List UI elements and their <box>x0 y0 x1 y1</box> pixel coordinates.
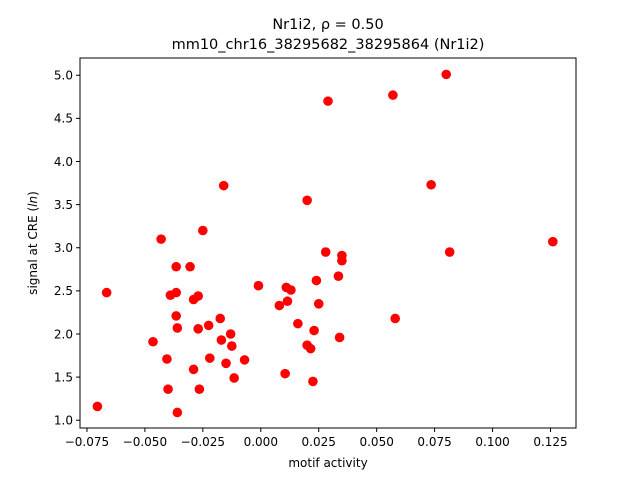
data-point <box>188 364 199 375</box>
data-point <box>221 358 231 369</box>
x-tick-label: 0.125 <box>533 435 567 449</box>
data-point <box>282 296 293 307</box>
data-point <box>215 313 226 324</box>
data-point <box>320 247 331 257</box>
data-point <box>313 299 324 309</box>
data-point <box>305 343 316 354</box>
x-tick-label: 0.000 <box>244 435 278 449</box>
chart-title-line-2: mm10_chr16_38295682_38295864 (Nr1i2) <box>172 37 485 53</box>
x-tick-label: −0.050 <box>123 435 167 449</box>
data-point <box>229 373 239 383</box>
data-point <box>323 96 333 106</box>
data-point <box>333 271 344 282</box>
data-point <box>171 287 181 298</box>
data-points <box>92 69 558 418</box>
data-point <box>156 234 166 244</box>
data-point <box>218 180 229 191</box>
y-axis-label: signal at CRE (ln) <box>26 191 40 295</box>
data-point <box>172 407 183 418</box>
data-point <box>309 325 319 336</box>
y-tick-label: 3.0 <box>54 241 73 255</box>
y-axis-ticks: 1.0 1.5 2.0 2.5 3.0 3.5 4.0 4.5 5.0 <box>54 69 80 428</box>
data-point <box>216 335 227 345</box>
data-point <box>280 368 290 379</box>
data-point <box>227 341 237 351</box>
y-tick-label: 5.0 <box>54 69 73 83</box>
x-tick-label: 0.025 <box>302 435 336 449</box>
data-point <box>308 376 318 387</box>
data-point <box>225 329 236 339</box>
data-point <box>253 280 264 291</box>
data-point <box>548 236 558 247</box>
data-point <box>171 261 181 272</box>
data-point <box>148 336 158 347</box>
y-tick-label: 1.5 <box>54 370 73 384</box>
data-point <box>426 179 436 190</box>
data-point <box>388 90 398 100</box>
y-tick-label: 2.5 <box>54 284 73 298</box>
plot-frame <box>79 57 577 429</box>
data-point <box>293 318 303 329</box>
data-point <box>163 384 173 394</box>
y-tick-label: 4.5 <box>54 112 73 126</box>
data-point <box>334 332 345 343</box>
data-point <box>101 287 112 298</box>
y-tick-label: 2.0 <box>54 327 73 341</box>
data-point <box>239 355 250 365</box>
data-point <box>311 275 322 286</box>
y-tick-label: 4.0 <box>54 155 73 169</box>
y-tick-label: 3.5 <box>54 198 73 212</box>
data-point <box>198 225 208 236</box>
x-tick-label: 0.075 <box>417 435 451 449</box>
data-point <box>441 69 452 80</box>
x-tick-label: −0.075 <box>65 435 109 449</box>
data-point <box>171 311 181 321</box>
data-point <box>193 291 204 301</box>
data-point <box>274 300 285 311</box>
x-tick-label: 0.100 <box>475 435 509 449</box>
data-point <box>92 401 103 412</box>
data-point <box>185 261 195 272</box>
data-point <box>162 354 172 364</box>
data-point <box>204 353 215 363</box>
data-point <box>390 313 401 324</box>
data-point <box>194 384 205 394</box>
x-axis-label: motif activity <box>288 456 367 470</box>
y-tick-label: 1.0 <box>54 414 73 428</box>
x-axis-ticks: −0.075 −0.050 −0.025 0.000 0.025 0.050 0.075 0.… <box>65 428 568 449</box>
chart-title-line-1: Nr1i2, ρ = 0.50 <box>272 17 383 33</box>
data-point <box>203 320 214 331</box>
data-point <box>172 323 183 333</box>
data-point <box>444 247 455 257</box>
data-point <box>193 324 204 334</box>
data-point <box>337 255 347 266</box>
x-tick-label: 0.050 <box>359 435 393 449</box>
data-point <box>286 285 296 295</box>
data-point <box>302 195 312 206</box>
x-tick-label: −0.025 <box>181 435 225 449</box>
